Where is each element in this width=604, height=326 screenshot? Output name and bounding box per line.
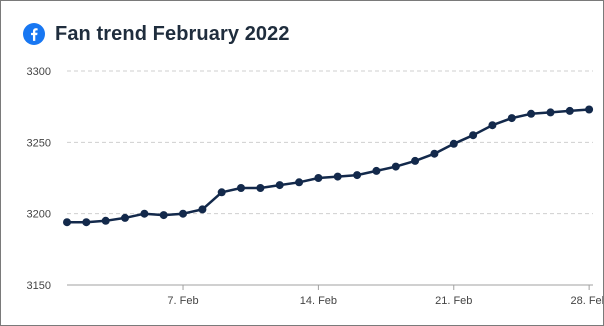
- data-point[interactable]: [217, 188, 226, 197]
- data-point[interactable]: [295, 178, 304, 187]
- y-tick-labels: 3150 3200 3250 3300: [27, 66, 51, 292]
- chart-title: Fan trend February 2022: [55, 22, 290, 45]
- data-point[interactable]: [63, 218, 71, 227]
- data-point[interactable]: [565, 106, 574, 115]
- x-tick-label: 14. Feb: [300, 295, 337, 307]
- data-point[interactable]: [314, 174, 323, 182]
- x-tick-label: 7. Feb: [167, 295, 198, 307]
- y-tick-label: 3250: [27, 137, 51, 149]
- facebook-icon: [23, 23, 45, 45]
- data-point[interactable]: [585, 105, 594, 114]
- x-tick-label: 21. Feb: [435, 295, 472, 307]
- y-tick-label: 3200: [27, 209, 51, 221]
- data-point[interactable]: [121, 213, 129, 222]
- data-point[interactable]: [353, 171, 362, 180]
- data-point[interactable]: [275, 181, 284, 190]
- data-point[interactable]: [488, 121, 497, 130]
- y-tick-label: 3300: [27, 66, 51, 78]
- data-point[interactable]: [449, 139, 458, 148]
- x-tick-label: 28. Feb: [570, 295, 603, 307]
- series-line: [65, 108, 591, 224]
- data-point[interactable]: [179, 209, 187, 218]
- data-point[interactable]: [430, 149, 439, 158]
- data-point[interactable]: [372, 166, 381, 175]
- data-point[interactable]: [507, 114, 516, 123]
- data-point[interactable]: [140, 209, 149, 218]
- data-point[interactable]: [391, 162, 400, 171]
- data-point[interactable]: [411, 156, 420, 165]
- data-point[interactable]: [256, 184, 265, 192]
- data-point[interactable]: [198, 205, 207, 214]
- series-fan-count: [63, 105, 594, 227]
- x-axis: [67, 284, 593, 290]
- data-point[interactable]: [527, 109, 536, 118]
- x-tick-labels: 7. Feb 14. Feb 21. Feb 28. Feb: [167, 295, 603, 307]
- grid-lines: [67, 70, 593, 215]
- data-point[interactable]: [82, 218, 91, 227]
- data-point[interactable]: [159, 211, 168, 220]
- y-tick-label: 3150: [27, 280, 51, 292]
- data-point[interactable]: [469, 131, 478, 140]
- data-point[interactable]: [101, 216, 110, 225]
- data-point[interactable]: [546, 108, 555, 117]
- chart-header: Fan trend February 2022: [23, 20, 290, 48]
- data-point[interactable]: [333, 172, 342, 181]
- data-point[interactable]: [237, 184, 245, 192]
